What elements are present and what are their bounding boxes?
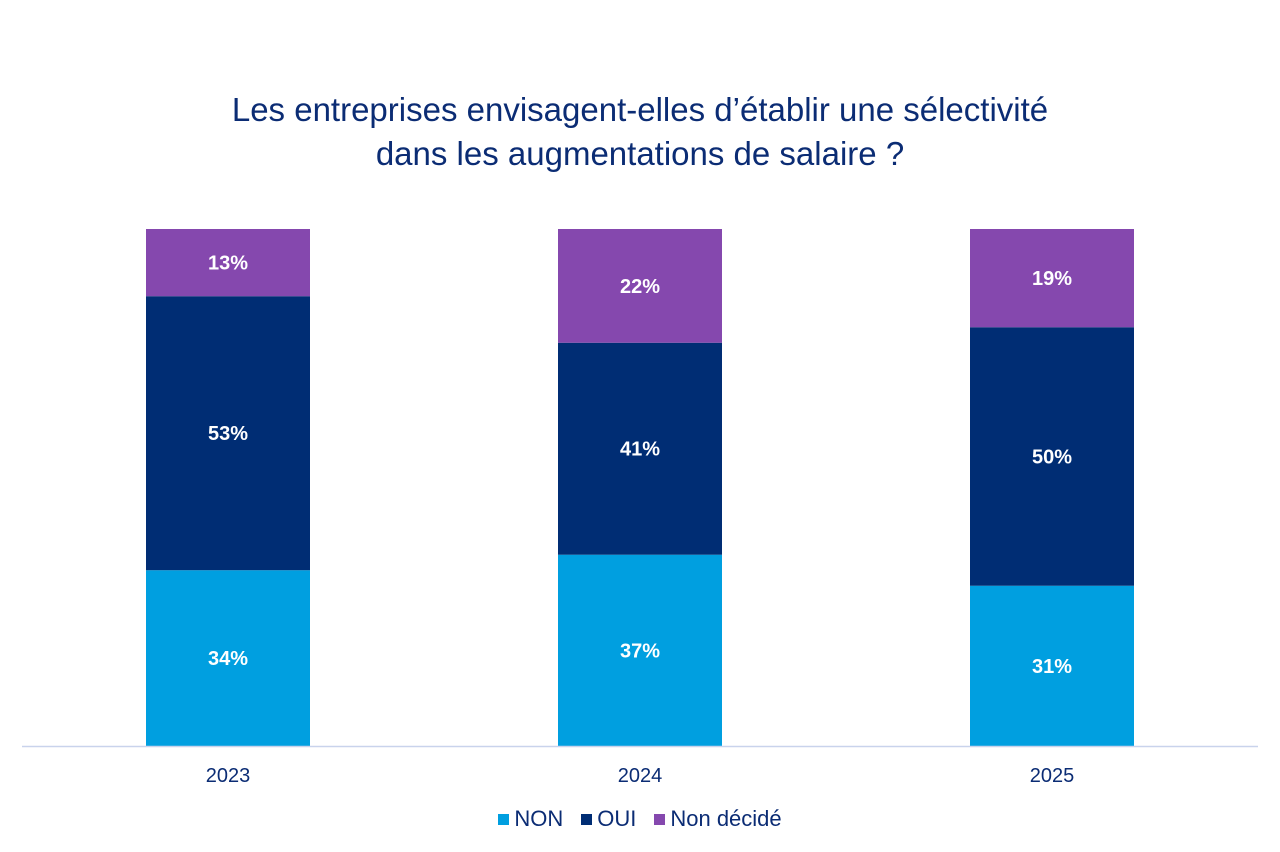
bar-oui-2025 [970,327,1134,586]
chart-title-line-2: dans les augmentations de salaire ? [375,135,905,172]
legend-label-non-decide: Non décidé [670,806,782,831]
data-label-oui-2025: 50% [1032,446,1072,468]
x-tick-label-2023: 2023 [206,765,251,787]
bar-non-d-cid--2025 [970,229,1134,328]
data-label-oui-2024: 41% [620,439,660,461]
legend-label-oui: OUI [597,806,637,831]
chart-title: Les entreprises envisagent-elles d’établ… [0,88,1280,176]
data-label-non-2025: 31% [1032,656,1072,678]
bar-oui-2023 [146,296,310,571]
legend-swatch-non-decide [654,813,666,825]
data-label-non-2023: 34% [208,648,248,670]
data-label-oui-2023: 53% [208,423,248,445]
x-tick-label-2024: 2024 [618,765,663,787]
bar-non-d-cid--2023 [146,229,310,297]
legend-item-non: NON [498,806,563,832]
data-label-non-d-cid--2024: 22% [620,276,660,298]
data-label-non-d-cid--2023: 13% [208,253,248,275]
x-tick-label-2025: 2025 [1030,765,1075,787]
bar-non-2025 [970,585,1134,746]
chart-title-line-1: Les entreprises envisagent-elles d’établ… [231,91,1049,128]
legend: NON OUI Non décidé [0,806,1280,832]
bar-non-2024 [558,554,722,746]
legend-label-non: NON [514,806,564,831]
data-label-non-2024: 37% [620,640,660,662]
bar-non-2023 [146,570,310,746]
bar-non-d-cid--2024 [558,229,722,343]
bar-oui-2024 [558,342,722,555]
data-label-non-d-cid--2025: 19% [1032,268,1072,290]
legend-swatch-non [498,813,510,825]
legend-item-non-decide: Non décidé [654,806,782,832]
legend-item-oui: OUI [581,806,636,832]
legend-swatch-oui [581,813,593,825]
